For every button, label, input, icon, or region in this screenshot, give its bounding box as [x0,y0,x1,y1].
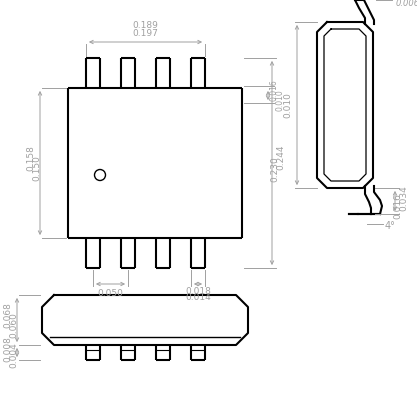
Text: 0.244: 0.244 [276,144,286,170]
Text: 0.158: 0.158 [27,145,35,171]
Text: 0.010: 0.010 [284,92,292,118]
Text: 0.068: 0.068 [3,302,13,328]
Text: 0.197: 0.197 [133,28,158,38]
Text: 0.150: 0.150 [33,155,42,181]
Text: 0.189: 0.189 [133,21,158,30]
Text: 0.014: 0.014 [185,294,211,303]
Text: 0.034: 0.034 [399,185,409,211]
Text: 0.230: 0.230 [271,156,279,182]
Text: 0.060: 0.060 [10,312,18,338]
Text: 0.050: 0.050 [98,290,123,298]
Text: 0.016: 0.016 [269,79,279,101]
Text: 0.006: 0.006 [396,0,417,9]
Text: 4°: 4° [385,221,396,231]
Text: 0.016: 0.016 [394,193,402,219]
Text: 0.010: 0.010 [276,89,284,111]
Text: 0.004: 0.004 [10,342,18,368]
Text: 0.018: 0.018 [185,288,211,296]
Text: 0.008: 0.008 [3,336,13,362]
